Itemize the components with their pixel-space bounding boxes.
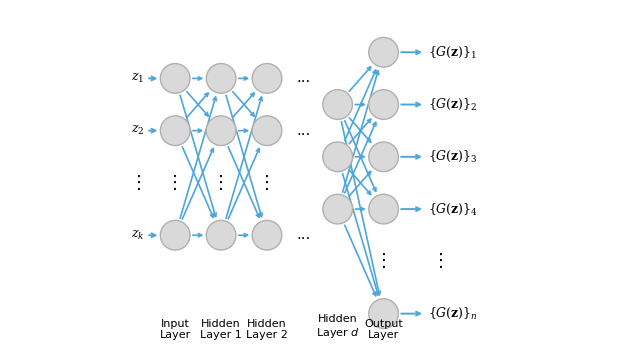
Text: ...: ... <box>297 124 311 138</box>
Text: $z_2$: $z_2$ <box>131 124 144 137</box>
Circle shape <box>161 64 190 93</box>
Circle shape <box>206 64 236 93</box>
Circle shape <box>369 194 399 224</box>
Text: ⋮: ⋮ <box>258 174 276 192</box>
Circle shape <box>206 116 236 146</box>
Circle shape <box>252 64 282 93</box>
Text: $\{G(\mathbf{z})\}_4$: $\{G(\mathbf{z})\}_4$ <box>428 201 479 217</box>
Text: $\{G(\mathbf{z})\}_n$: $\{G(\mathbf{z})\}_n$ <box>428 306 478 321</box>
Text: $\{G(\mathbf{z})\}_2$: $\{G(\mathbf{z})\}_2$ <box>428 97 478 112</box>
Circle shape <box>161 116 190 146</box>
Text: ⋮: ⋮ <box>166 174 184 192</box>
Circle shape <box>161 220 190 250</box>
Text: ...: ... <box>297 228 311 242</box>
Text: Input
Layer: Input Layer <box>159 319 191 340</box>
Circle shape <box>206 220 236 250</box>
Text: Output
Layer: Output Layer <box>364 319 403 340</box>
Circle shape <box>369 299 399 329</box>
Text: $\{G(\mathbf{z})\}_1$: $\{G(\mathbf{z})\}_1$ <box>428 44 477 60</box>
Circle shape <box>369 37 399 67</box>
Text: ⋮: ⋮ <box>212 174 230 192</box>
Text: $\{G(\mathbf{z})\}_3$: $\{G(\mathbf{z})\}_3$ <box>428 149 478 164</box>
Text: ⋮: ⋮ <box>130 174 148 192</box>
Text: ⋮: ⋮ <box>374 252 392 270</box>
Text: Hidden
Layer $d$: Hidden Layer $d$ <box>316 314 360 340</box>
Circle shape <box>323 194 353 224</box>
Text: Hidden
Layer 1: Hidden Layer 1 <box>200 319 242 340</box>
Text: ⋮: ⋮ <box>432 252 450 270</box>
Text: $z_1$: $z_1$ <box>131 72 144 85</box>
Text: ...: ... <box>297 72 311 85</box>
Circle shape <box>369 142 399 172</box>
Circle shape <box>323 90 353 119</box>
Circle shape <box>252 116 282 146</box>
Circle shape <box>369 90 399 119</box>
Text: Hidden
Layer 2: Hidden Layer 2 <box>246 319 288 340</box>
Circle shape <box>252 220 282 250</box>
Text: $z_k$: $z_k$ <box>131 229 144 242</box>
Circle shape <box>323 142 353 172</box>
